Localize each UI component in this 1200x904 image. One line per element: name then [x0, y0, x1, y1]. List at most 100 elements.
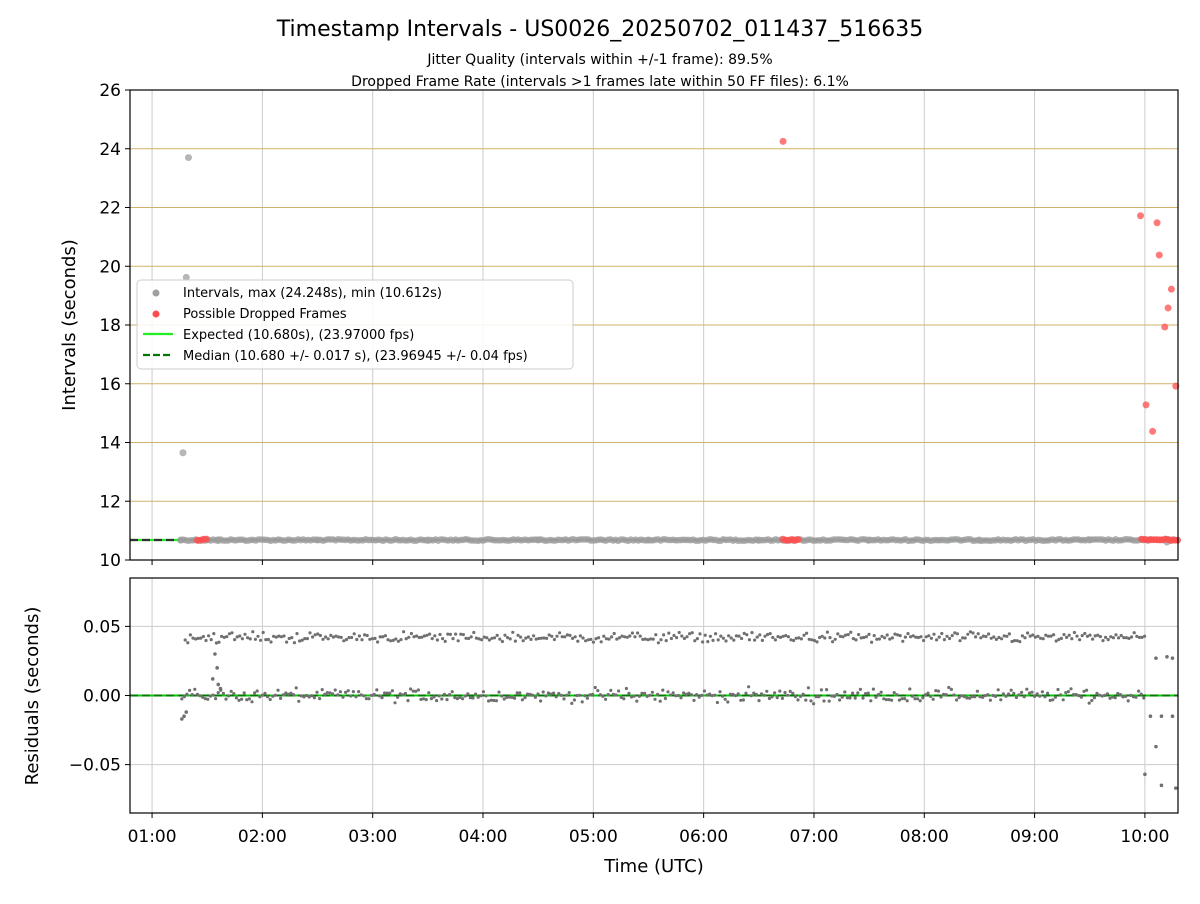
legend-dropped-marker [152, 310, 160, 318]
residual-point [740, 636, 744, 641]
residual-point [547, 633, 551, 637]
residual-point [812, 702, 816, 706]
residual-point [521, 639, 525, 643]
residual-point [1082, 689, 1086, 693]
residual-point [290, 636, 294, 640]
residual-point [1139, 692, 1143, 696]
residual-point [198, 694, 202, 698]
top-y-tick-label: 10 [99, 551, 121, 571]
bottom-y-tick-label: 0.00 [83, 687, 121, 707]
residual-point [464, 636, 468, 640]
residual-point [1035, 692, 1039, 696]
residual-point [732, 638, 736, 642]
residual-point [559, 693, 564, 698]
residual-point [545, 636, 549, 641]
residual-point [936, 689, 941, 693]
residual-point [448, 693, 452, 697]
residual-point [763, 634, 767, 638]
residual-point [490, 636, 494, 640]
residual-point [693, 639, 697, 643]
residual-point [851, 691, 855, 695]
residual-point [890, 636, 895, 640]
residual-point [1020, 634, 1024, 638]
bottom-x-tick-label: 04:00 [459, 827, 508, 847]
residual-point [791, 691, 795, 696]
residual-point [1132, 631, 1136, 635]
residual-point [1053, 695, 1057, 699]
residual-point [900, 697, 904, 701]
residual-point [292, 641, 296, 645]
chart-title: Timestamp Intervals - US0026_20250702_01… [276, 17, 923, 42]
residual-point [229, 689, 233, 693]
residual-point [377, 694, 381, 698]
residual-point [305, 637, 309, 641]
residual-point [406, 699, 410, 703]
residual-point [611, 692, 616, 696]
bottom-x-tick-label: 07:00 [789, 827, 838, 847]
residual-point [679, 696, 683, 700]
residual-point [438, 632, 442, 637]
residual-point [375, 688, 379, 692]
residual-point [630, 631, 635, 635]
residual-point [571, 636, 575, 641]
residual-point [1020, 690, 1024, 695]
residual-point [695, 693, 699, 697]
legend-box [136, 279, 574, 370]
residual-point [1046, 691, 1050, 695]
residual-point [1117, 636, 1121, 640]
residual-point [381, 635, 385, 639]
residual-point [567, 691, 571, 695]
residual-point [461, 633, 465, 637]
residual-point [297, 699, 301, 703]
residual-point [718, 690, 722, 694]
residual-point [588, 693, 592, 697]
residual-point [245, 698, 249, 702]
residual-point [363, 633, 367, 637]
residual-point [645, 694, 649, 699]
residual-point [661, 688, 665, 692]
residual-point [979, 636, 983, 640]
residual-point [827, 699, 831, 703]
residual-point [190, 693, 194, 697]
residual-point [667, 631, 671, 635]
residual-point [253, 691, 257, 695]
residual-point [687, 691, 691, 695]
chart-subtitle-jitter: Jitter Quality (intervals within +/-1 fr… [426, 52, 772, 68]
residual-point [1111, 636, 1115, 640]
residual-point [1070, 637, 1074, 641]
residual-point [370, 637, 374, 641]
residual-point [978, 695, 982, 699]
residual-point [883, 636, 887, 640]
residual-point [914, 635, 918, 639]
residual-point [1072, 630, 1076, 635]
residual-point [528, 692, 532, 697]
residual-point [1143, 634, 1147, 638]
residual-point [409, 631, 413, 636]
residual-point [1104, 635, 1108, 640]
residual-point [287, 636, 291, 641]
residual-point [1072, 692, 1076, 697]
residual-point [386, 638, 390, 642]
residual-point [929, 694, 933, 699]
residual-point [259, 638, 263, 642]
residual-point [901, 639, 905, 643]
residual-point [1054, 639, 1058, 643]
residual-point [385, 691, 389, 695]
residual-point [208, 694, 212, 698]
residual-point [695, 637, 700, 641]
residual-point [1137, 689, 1141, 693]
residual-point [570, 701, 574, 706]
residual-point [820, 634, 824, 638]
residual-point [450, 690, 454, 694]
residual-point [372, 692, 376, 697]
x-axis-label: Time (UTC) [603, 856, 704, 877]
residual-point [326, 637, 330, 641]
residual-point [344, 690, 348, 695]
residual-point [937, 635, 941, 639]
bottom-points [180, 630, 1178, 790]
residual-point [1106, 638, 1110, 642]
residual-point [225, 635, 229, 639]
residual-point [708, 634, 713, 638]
residual-point [898, 634, 902, 638]
residual-point [747, 638, 752, 642]
